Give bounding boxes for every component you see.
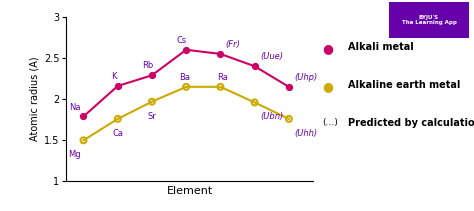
Text: ●: ● — [322, 42, 333, 55]
Point — [114, 84, 121, 88]
Point — [285, 85, 292, 88]
Point — [251, 65, 258, 68]
Text: (Uue): (Uue) — [261, 52, 283, 61]
X-axis label: Element: Element — [166, 186, 213, 196]
Text: Cs: Cs — [177, 36, 187, 45]
Point — [217, 52, 224, 55]
Text: Na: Na — [69, 103, 81, 111]
Point — [182, 48, 190, 51]
Point — [114, 117, 121, 121]
Text: (Uhh): (Uhh) — [295, 129, 318, 138]
Point — [80, 139, 87, 142]
Point — [148, 74, 156, 77]
Text: Rb: Rb — [142, 61, 153, 70]
Text: (Ubn): (Ubn) — [261, 112, 284, 121]
Text: ●: ● — [322, 80, 333, 93]
Text: K: K — [111, 72, 117, 81]
Text: Alkaline earth metal: Alkaline earth metal — [348, 80, 461, 90]
Text: BYJU'S
The Learning App: BYJU'S The Learning App — [401, 15, 456, 26]
Text: Mg: Mg — [68, 150, 81, 159]
Y-axis label: Atomic radius (A): Atomic radius (A) — [30, 57, 40, 142]
Point — [217, 85, 224, 88]
Point — [80, 115, 87, 118]
Point — [251, 101, 258, 104]
Text: (Uhp): (Uhp) — [295, 73, 318, 82]
Text: Ca: Ca — [112, 129, 123, 138]
Text: Ra: Ra — [217, 73, 228, 82]
Text: Predicted by calculation: Predicted by calculation — [348, 118, 474, 128]
Point — [285, 117, 292, 121]
Text: Sr: Sr — [147, 111, 156, 120]
Point — [182, 85, 190, 88]
Text: Alkali metal: Alkali metal — [348, 42, 414, 52]
Text: (Fr): (Fr) — [226, 40, 240, 49]
Text: (…): (…) — [322, 118, 338, 127]
Point — [148, 100, 156, 103]
Text: Ba: Ba — [179, 73, 190, 82]
